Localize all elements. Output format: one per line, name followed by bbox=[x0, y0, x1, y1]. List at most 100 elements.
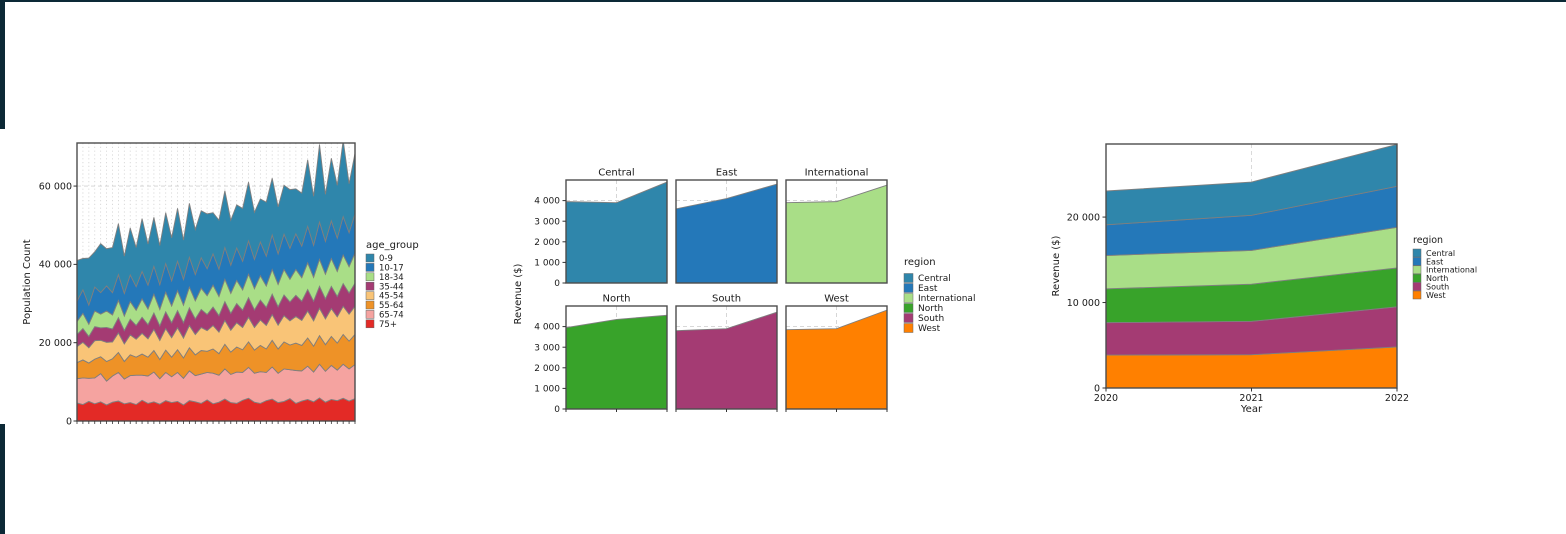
population-by-age-stacked-area: 0 20 000 40 000 60 000 Population Count age_g… bbox=[22, 142, 419, 427]
legend-label: 65-74 bbox=[379, 310, 404, 320]
y-tick-label: 2 000 bbox=[534, 238, 560, 248]
y-tick-label: 0 bbox=[554, 405, 560, 415]
area-East bbox=[1106, 185, 1397, 256]
x-tick-label: 2022 bbox=[1385, 393, 1409, 404]
legend-region: region CentralEastInternationalNorthSouth… bbox=[903, 257, 975, 334]
facet-South: South bbox=[675, 294, 778, 412]
legend-label: North bbox=[1426, 274, 1448, 283]
area-International bbox=[785, 184, 888, 284]
legend-swatch-International bbox=[903, 293, 914, 303]
legend-swatch-0-9 bbox=[365, 253, 375, 263]
legend-swatch-10-17 bbox=[365, 263, 375, 272]
legend-swatch-South bbox=[1412, 282, 1422, 291]
legend-region: region CentralEastInternationalNorthSouth… bbox=[1412, 235, 1477, 300]
facet-title: West bbox=[824, 294, 849, 305]
y-tick-label: 20 000 bbox=[1067, 212, 1100, 223]
legend-label: East bbox=[918, 284, 938, 294]
legend-swatch-Central bbox=[903, 273, 914, 283]
y-tick-label: 3 000 bbox=[534, 343, 560, 353]
legend-label: 0-9 bbox=[379, 254, 393, 264]
facet-West: West bbox=[785, 294, 888, 412]
legend-label: South bbox=[1426, 282, 1449, 291]
facet-International: International bbox=[785, 168, 888, 284]
legend-label: North bbox=[918, 304, 943, 314]
y-axis-title: Revenue ($) bbox=[513, 263, 524, 324]
legend-label: East bbox=[1426, 257, 1443, 266]
legend-label: South bbox=[918, 314, 944, 324]
legend-swatch-East bbox=[1412, 257, 1422, 266]
y-tick-label: 20 000 bbox=[39, 338, 72, 349]
legend-label: 75+ bbox=[379, 320, 397, 330]
facet-border bbox=[675, 179, 778, 284]
legend-swatch-18-34 bbox=[365, 272, 375, 282]
area-Central bbox=[1106, 144, 1397, 226]
facet-border bbox=[565, 179, 668, 284]
panel-border bbox=[76, 142, 356, 422]
facet-border bbox=[785, 179, 888, 284]
window-frame-top-border bbox=[0, 0, 1566, 2]
legend-swatch-55-64 bbox=[365, 300, 375, 310]
legend-label: 55-64 bbox=[379, 301, 404, 311]
legend-swatch-South bbox=[903, 313, 914, 323]
legend-swatch-Central bbox=[1412, 248, 1422, 258]
facet-Central: Central 0 1 000 2 000 3 000 4 000 bbox=[534, 168, 668, 289]
y-tick-label: 10 000 bbox=[1067, 298, 1100, 309]
y-tick-label: 0 bbox=[554, 279, 560, 289]
legend-swatch-International bbox=[1412, 265, 1422, 275]
legend-label: International bbox=[1426, 266, 1477, 275]
area-International bbox=[1106, 226, 1397, 290]
legend-swatch-45-54 bbox=[365, 291, 375, 300]
y-tick-label: 2 000 bbox=[534, 364, 560, 374]
area-West bbox=[785, 309, 888, 410]
legend-label: 35-44 bbox=[379, 282, 404, 292]
legend-label: West bbox=[918, 324, 941, 334]
legend-label: Central bbox=[1426, 249, 1455, 258]
facet-title: Central bbox=[598, 168, 634, 179]
area-South bbox=[1106, 306, 1397, 356]
legend-label: 45-54 bbox=[379, 292, 404, 302]
legend-label: 18-34 bbox=[379, 273, 404, 283]
legend-label: Central bbox=[918, 274, 951, 284]
facet-title: North bbox=[603, 294, 631, 305]
legend-age_group: age_group 0-910-1718-3435-4445-5455-6465-… bbox=[365, 240, 419, 330]
facet-title: East bbox=[716, 168, 738, 179]
legend-label: International bbox=[918, 294, 975, 304]
legend-title: region bbox=[1413, 235, 1443, 246]
facet-North: North 0 1 000 2 000 3 000 4 000 bbox=[534, 294, 668, 415]
y-axis-title: Revenue ($) bbox=[1051, 235, 1062, 296]
y-tick-label: 4 000 bbox=[534, 323, 560, 333]
revenue-by-region-stacked-area: 0 10 000 20 000 2020 2021 2022 Year Revenue ($)… bbox=[1051, 143, 1477, 415]
y-tick-label: 1 000 bbox=[534, 259, 560, 269]
y-axis-title: Population Count bbox=[22, 239, 33, 324]
area-East bbox=[675, 183, 778, 284]
area-West bbox=[1106, 346, 1397, 388]
legend-swatch-West bbox=[903, 323, 914, 333]
y-tick-label: 0 bbox=[1094, 383, 1100, 394]
area-North bbox=[565, 314, 668, 410]
x-tick-label: 2021 bbox=[1239, 393, 1263, 404]
window-frame-left-border-upper bbox=[0, 2, 5, 129]
area-North bbox=[1106, 267, 1397, 324]
legend-swatch-65-74 bbox=[365, 310, 375, 319]
legend-title: age_group bbox=[366, 240, 419, 251]
legend-swatch-35-44 bbox=[365, 281, 375, 291]
legend-swatch-North bbox=[903, 303, 914, 313]
x-tick-label: 2020 bbox=[1094, 393, 1118, 404]
legend-title: region bbox=[904, 257, 936, 268]
facet-title: South bbox=[712, 294, 741, 305]
y-tick-label: 1 000 bbox=[534, 385, 560, 395]
legend-swatch-East bbox=[903, 283, 914, 293]
stacked-areas bbox=[1106, 144, 1397, 388]
area-0-9 bbox=[77, 143, 355, 307]
legend-swatch-West bbox=[1412, 290, 1422, 300]
legend-swatch-North bbox=[1412, 273, 1422, 283]
stacked-areas bbox=[77, 143, 355, 421]
legend-label: West bbox=[1426, 291, 1446, 300]
y-tick-label: 60 000 bbox=[39, 181, 72, 192]
y-tick-label: 3 000 bbox=[534, 217, 560, 227]
window-frame-left-border-lower bbox=[0, 424, 5, 534]
legend-swatch-75+ bbox=[365, 319, 375, 329]
